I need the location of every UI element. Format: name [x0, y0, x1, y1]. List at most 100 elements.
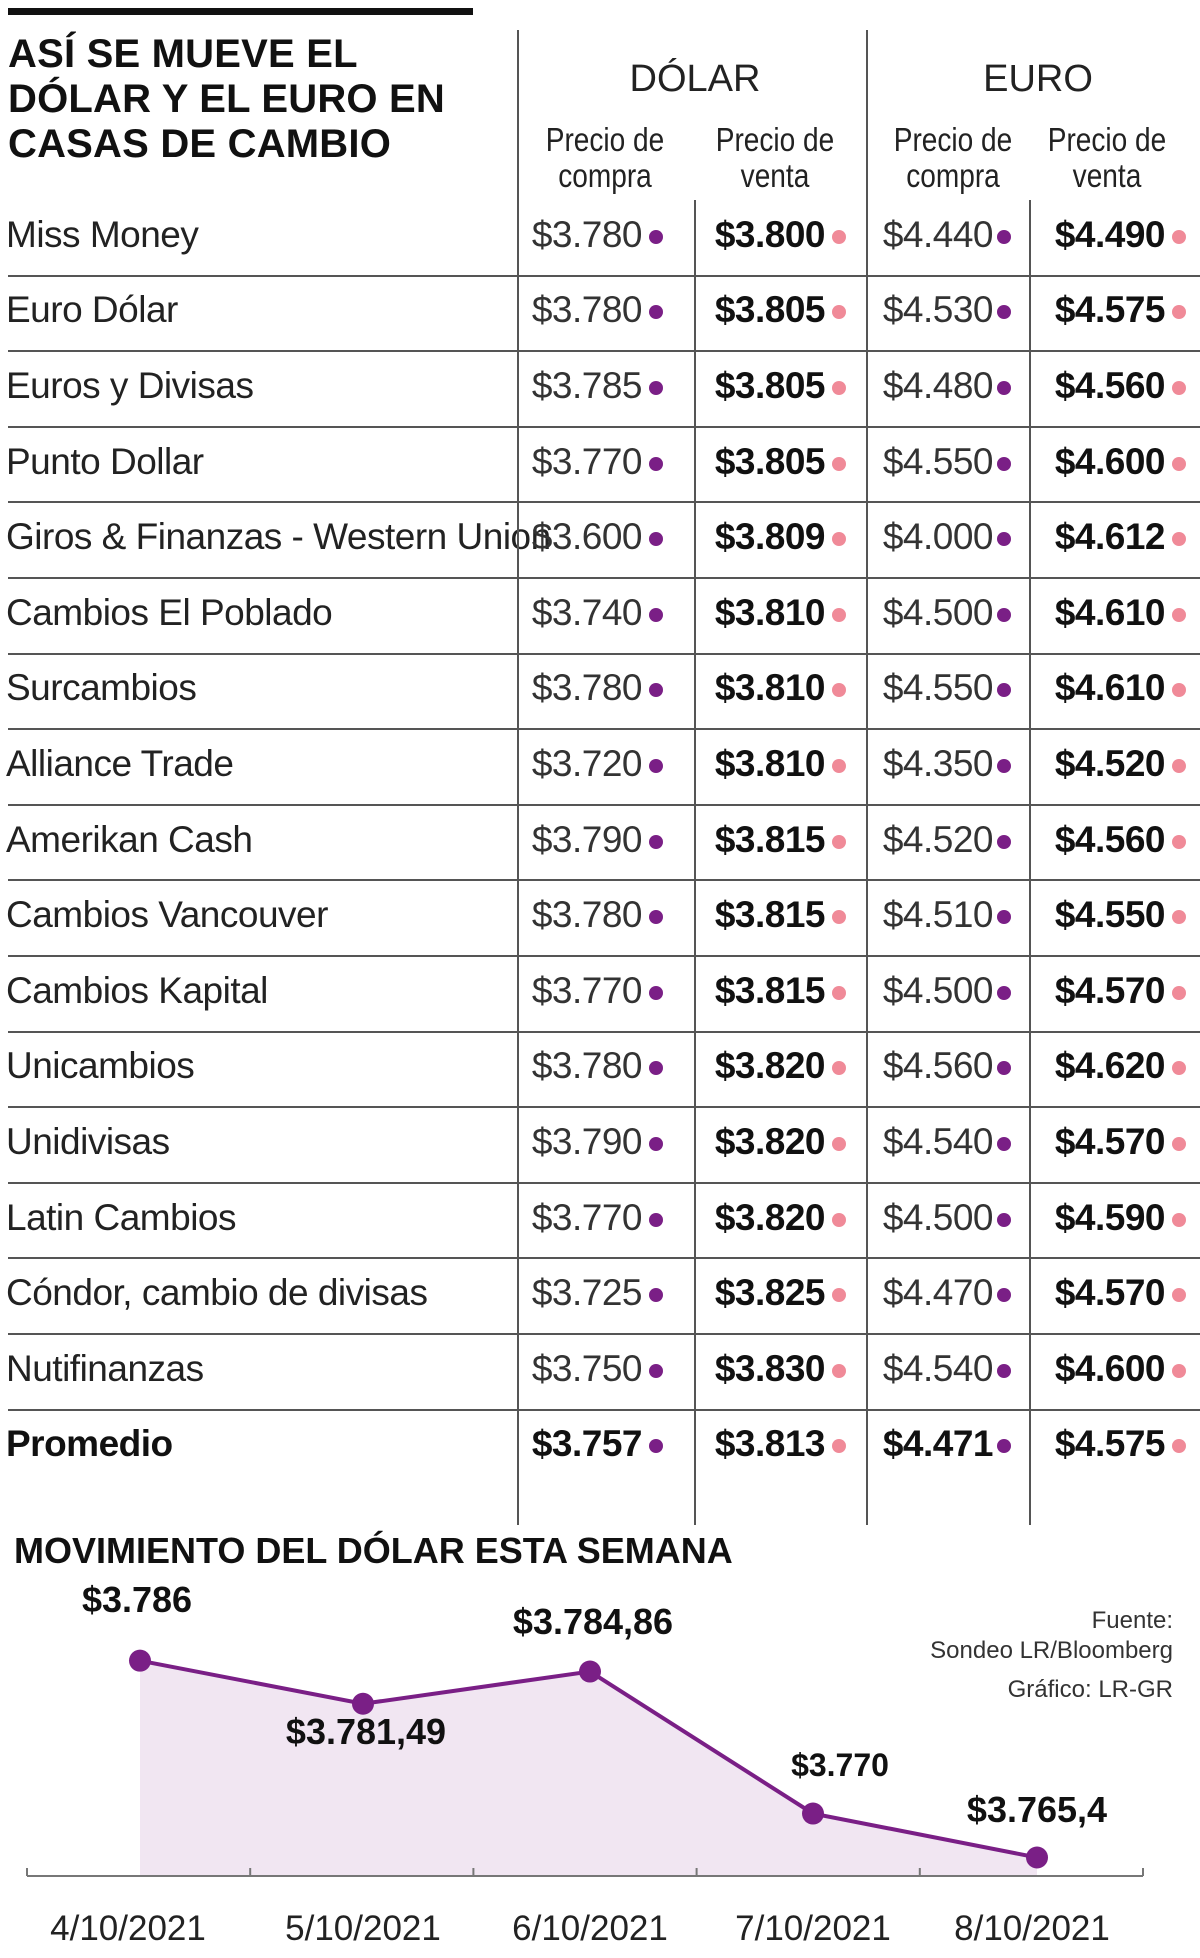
cell-dolar-venta: $3.810: [714, 743, 826, 784]
buy-dot-icon: [649, 607, 663, 622]
sell-dot-icon: [1172, 683, 1186, 698]
source-name: Sondeo LR/Bloomberg: [930, 1637, 1173, 1664]
sell-dot-icon: [1172, 1137, 1186, 1151]
buy-dot-icon: [997, 759, 1011, 773]
sell-dot-icon: [832, 1363, 846, 1378]
cell-dolar-compra: $3.780: [531, 213, 643, 255]
data-point: [802, 1802, 824, 1825]
sell-dot-icon: [832, 532, 846, 547]
row-name: Euros y Divisas: [6, 365, 254, 406]
row-divider: [8, 879, 1200, 882]
row-divider: [8, 577, 1200, 579]
cell-dolar-venta: $3.810: [714, 667, 826, 709]
cell-euro-compra: $4.470: [882, 1272, 994, 1314]
buy-dot-icon: [649, 759, 663, 773]
cell-euro-venta: $4.490: [1054, 213, 1166, 255]
cell-euro-compra: $4.530: [882, 289, 994, 331]
row-name: Euro Dólar: [6, 289, 178, 331]
sell-dot-icon: [832, 1061, 846, 1076]
column-divider: [517, 30, 519, 1526]
buy-dot-icon: [997, 229, 1011, 244]
data-point: [579, 1660, 601, 1683]
cell-euro-venta: $4.610: [1054, 591, 1166, 633]
cell-euro-venta: $4.560: [1054, 818, 1166, 860]
cell-euro-venta: $4.550: [1054, 894, 1166, 936]
sell-dot-icon: [1172, 607, 1186, 622]
buy-dot-icon: [997, 607, 1011, 622]
data-label: $3.781,49: [286, 1711, 446, 1752]
column-divider: [1029, 200, 1031, 1526]
row-name: Alliance Trade: [6, 743, 234, 784]
row-name: Unidivisas: [6, 1121, 170, 1162]
cell-euro-venta: $4.610: [1054, 667, 1166, 709]
header-euro-compra: Precio de compra: [893, 121, 1013, 194]
data-point: [352, 1692, 374, 1715]
cell-dolar-compra: $3.790: [531, 818, 643, 860]
x-tick-label: 5/10/2021: [285, 1909, 441, 1948]
buy-dot-icon: [997, 532, 1011, 547]
row-name: Surcambios: [6, 667, 197, 709]
cell-euro-venta: $4.600: [1054, 1347, 1166, 1389]
buy-dot-icon: [649, 1363, 663, 1378]
row-divider: [8, 1106, 1200, 1109]
sell-dot-icon: [1172, 1212, 1186, 1227]
row-divider: [8, 955, 1200, 957]
cell-dolar-venta: $3.815: [714, 894, 826, 936]
sell-dot-icon: [1172, 1061, 1186, 1076]
sell-dot-icon: [1172, 1288, 1186, 1303]
average-euro-compra: $4.471: [882, 1423, 994, 1465]
sell-dot-icon: [832, 683, 846, 698]
cell-euro-venta: $4.620: [1054, 1045, 1166, 1087]
column-divider: [694, 200, 696, 1526]
row-name: Unicambios: [6, 1045, 195, 1087]
row-name: Giros & Finanzas - Western Union: [6, 516, 551, 558]
buy-dot-icon: [649, 985, 663, 1000]
sell-dot-icon: [832, 456, 846, 471]
cell-euro-compra: $4.560: [882, 1045, 994, 1087]
column-divider: [866, 30, 868, 1526]
buy-dot-icon: [997, 381, 1011, 395]
chart-title: MOVIMIENTO DEL DÓLAR ESTA SEMANA: [14, 1530, 733, 1571]
cell-dolar-compra: $3.720: [531, 743, 643, 784]
row-divider: [8, 501, 1200, 504]
data-label: $3.786: [82, 1579, 192, 1620]
sell-dot-icon: [832, 1212, 846, 1227]
buy-dot-icon: [649, 910, 663, 925]
cell-dolar-compra: $3.780: [531, 667, 643, 709]
sell-dot-icon: [1172, 985, 1186, 1000]
row-divider: [8, 274, 1200, 277]
average-dolar-compra: $3.757: [531, 1423, 643, 1465]
buy-dot-icon: [997, 1439, 1011, 1454]
buy-dot-icon: [997, 834, 1011, 849]
sell-dot-icon: [832, 381, 846, 395]
cell-euro-compra: $4.540: [882, 1121, 994, 1162]
buy-dot-icon: [997, 1137, 1011, 1151]
page-title: ASÍ SE MUEVE EL DÓLAR Y EL EURO EN CASAS…: [8, 32, 446, 166]
header-dolar-venta: Precio de venta: [715, 121, 835, 194]
cell-dolar-venta: $3.809: [714, 516, 826, 558]
cell-euro-compra: $4.550: [882, 667, 994, 709]
cell-euro-compra: $4.500: [882, 591, 994, 633]
sell-dot-icon: [832, 1137, 846, 1151]
row-divider: [8, 425, 1200, 428]
title-accent-bar: [8, 8, 473, 15]
row-name: Cambios El Poblado: [6, 591, 333, 633]
cell-dolar-venta: $3.825: [714, 1272, 826, 1314]
buy-dot-icon: [649, 1061, 663, 1076]
buy-dot-icon: [997, 985, 1011, 1000]
header-euro-venta: Precio de venta: [1047, 121, 1167, 194]
sell-dot-icon: [1172, 532, 1186, 547]
buy-dot-icon: [997, 1212, 1011, 1227]
sell-dot-icon: [1172, 381, 1186, 395]
sell-dot-icon: [1172, 1363, 1186, 1378]
buy-dot-icon: [997, 305, 1011, 320]
cell-dolar-compra: $3.750: [531, 1347, 643, 1389]
cell-euro-venta: $4.570: [1054, 1121, 1166, 1162]
buy-dot-icon: [997, 456, 1011, 471]
buy-dot-icon: [997, 1288, 1011, 1303]
cell-dolar-compra: $3.790: [531, 1121, 643, 1162]
buy-dot-icon: [649, 1288, 663, 1303]
sell-dot-icon: [1172, 229, 1186, 244]
buy-dot-icon: [997, 1363, 1011, 1378]
row-name: Latin Cambios: [6, 1196, 237, 1238]
